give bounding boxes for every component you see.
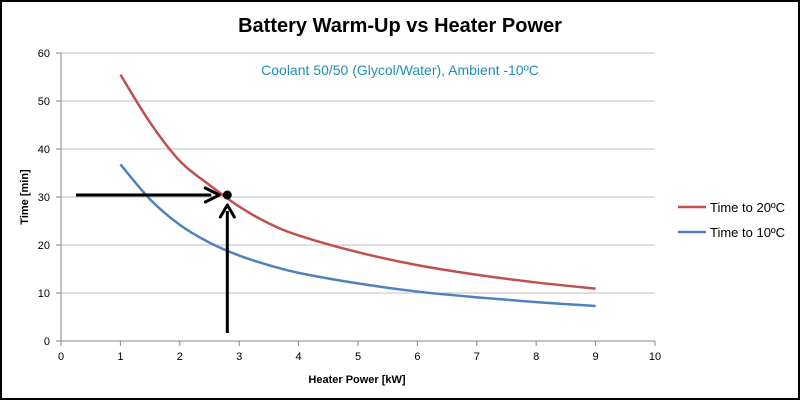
x-tick-label: 3 xyxy=(236,351,242,363)
vertical-arrow-head xyxy=(218,203,236,219)
y-tick-label: 0 xyxy=(44,336,50,348)
legend-label: Time to 10ºC xyxy=(710,225,785,240)
x-axis-label: Heater Power [kW] xyxy=(308,374,406,386)
x-tick-label: 10 xyxy=(649,351,661,363)
y-tick-label: 30 xyxy=(38,192,50,204)
series-line-time-to-20c xyxy=(119,73,596,290)
x-tick-label: 8 xyxy=(533,351,539,363)
x-tick-label: 4 xyxy=(296,351,302,363)
y-tick-label: 60 xyxy=(38,48,50,60)
x-tick-label: 6 xyxy=(414,351,420,363)
y-axis-label: Time [min] xyxy=(19,169,31,225)
annotation-arrows xyxy=(76,186,236,333)
axes xyxy=(56,52,656,346)
y-tick-label: 20 xyxy=(38,240,50,252)
horizontal-arrow-head xyxy=(203,186,221,204)
chart-title: Battery Warm-Up vs Heater Power xyxy=(238,15,562,37)
y-tick-label: 50 xyxy=(38,96,50,108)
x-tick-label: 0 xyxy=(58,351,64,363)
series-line-time-to-10c xyxy=(119,163,596,308)
x-tick-label: 5 xyxy=(355,351,361,363)
y-tick-label: 10 xyxy=(38,288,50,300)
legend-label: Time to 20ºC xyxy=(710,200,785,215)
x-tick-label: 9 xyxy=(593,351,599,363)
x-tick-label: 7 xyxy=(474,351,480,363)
gridlines xyxy=(61,52,655,294)
x-tick-labels: 0 1 2 3 4 5 6 7 8 9 10 xyxy=(58,351,661,363)
chart-annotation: Coolant 50/50 (Glycol/Water), Ambient -1… xyxy=(261,62,539,78)
x-tick-label: 1 xyxy=(117,351,123,363)
intersection-marker xyxy=(222,190,232,200)
series-lines xyxy=(119,73,596,308)
y-tick-labels: 0 10 20 30 40 50 60 xyxy=(38,48,50,348)
legend: Time to 20ºC Time to 10ºC xyxy=(678,200,785,240)
x-tick-label: 2 xyxy=(177,351,183,363)
y-tick-label: 40 xyxy=(38,144,50,156)
